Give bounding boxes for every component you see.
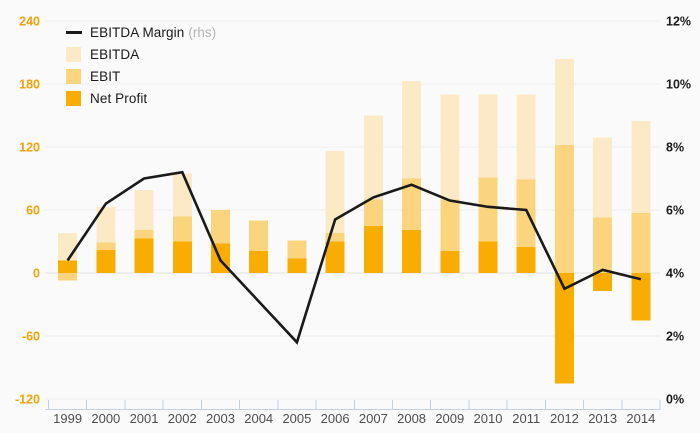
- right-axis-tick-label: 10%: [666, 78, 691, 92]
- bar-ebit-2013: [593, 217, 613, 273]
- x-axis-category-label: 2002: [168, 411, 197, 426]
- bar-net-profit-2000: [96, 249, 116, 273]
- bar-net-profit-2009: [440, 250, 460, 273]
- bar-net-profit-2008: [402, 229, 422, 273]
- bar-net-profit-2001: [134, 238, 154, 273]
- x-axis-category-label: 2012: [550, 411, 579, 426]
- square-swatch-icon: [66, 47, 81, 62]
- bar-net-profit-2012: [554, 273, 574, 384]
- legend-label: EBITDA Margin: [90, 25, 185, 40]
- x-axis-category-label: 2005: [282, 411, 311, 426]
- line-swatch-icon: [66, 31, 82, 34]
- left-axis-tick-label: 0: [33, 267, 40, 281]
- x-axis-category-label: 2013: [588, 411, 617, 426]
- legend-item-net-profit: Net Profit: [66, 91, 216, 106]
- x-axis-category-label: 2014: [626, 411, 655, 426]
- bar-net-profit-2013: [593, 273, 613, 291]
- legend-suffix: (rhs): [188, 25, 217, 40]
- x-axis-category-label: 2000: [91, 411, 120, 426]
- left-axis-tick-label: -120: [15, 393, 40, 407]
- right-axis-tick-label: 6%: [666, 204, 684, 218]
- legend-item-ebitda-margin: EBITDA Margin (rhs): [66, 25, 216, 40]
- x-axis-category-label: 2009: [435, 411, 464, 426]
- ebitda-margin-line: [66, 170, 642, 345]
- right-axis-tick-label: 2%: [666, 330, 684, 344]
- bar-ebit-2014: [631, 213, 651, 273]
- bar-net-profit-2010: [478, 241, 498, 273]
- legend: EBITDA Margin (rhs) EBITDA EBIT Net Prof…: [66, 25, 216, 106]
- x-axis-category-label: 2011: [512, 411, 540, 426]
- bar-net-profit-2006: [325, 241, 345, 273]
- bar-ebit-1999: [58, 273, 78, 281]
- legend-label: EBITDA: [90, 47, 140, 62]
- bar-net-profit-2002: [172, 241, 192, 273]
- left-axis-tick-label: 60: [26, 204, 40, 218]
- bar-net-profit-2007: [363, 225, 383, 273]
- bar-net-profit-2005: [287, 258, 307, 273]
- legend-item-ebitda: EBITDA: [66, 47, 216, 62]
- left-axis-tick-label: -60: [22, 330, 40, 344]
- square-swatch-icon: [66, 91, 81, 106]
- left-axis-tick-label: 180: [19, 78, 40, 92]
- bar-net-profit-2004: [249, 250, 269, 273]
- x-axis-category-label: 2008: [397, 411, 426, 426]
- legend-label: EBIT: [90, 69, 121, 84]
- square-swatch-icon: [66, 69, 81, 84]
- legend-item-ebit: EBIT: [66, 69, 216, 84]
- bar-ebit-2012: [554, 144, 574, 273]
- x-axis-category-label: 2010: [474, 411, 503, 426]
- right-axis-tick-label: 0%: [666, 393, 684, 407]
- x-axis-category-label: 2007: [359, 411, 388, 426]
- bar-net-profit-2014: [631, 273, 651, 321]
- x-axis-category-label: 2003: [206, 411, 235, 426]
- legend-label: Net Profit: [90, 91, 148, 106]
- left-axis-tick-label: 240: [19, 15, 40, 29]
- x-axis-category-label: 2004: [244, 411, 273, 426]
- right-axis-tick-label: 12%: [666, 15, 691, 29]
- x-axis-category-label: 2001: [130, 411, 159, 426]
- left-axis-tick-label: 120: [19, 141, 40, 155]
- right-axis-tick-label: 8%: [666, 141, 684, 155]
- right-axis-tick-label: 4%: [666, 267, 684, 281]
- x-axis-category-label: 1999: [53, 411, 82, 426]
- x-axis-category-label: 2006: [321, 411, 350, 426]
- bar-net-profit-1999: [58, 260, 78, 273]
- bar-net-profit-2011: [516, 246, 536, 273]
